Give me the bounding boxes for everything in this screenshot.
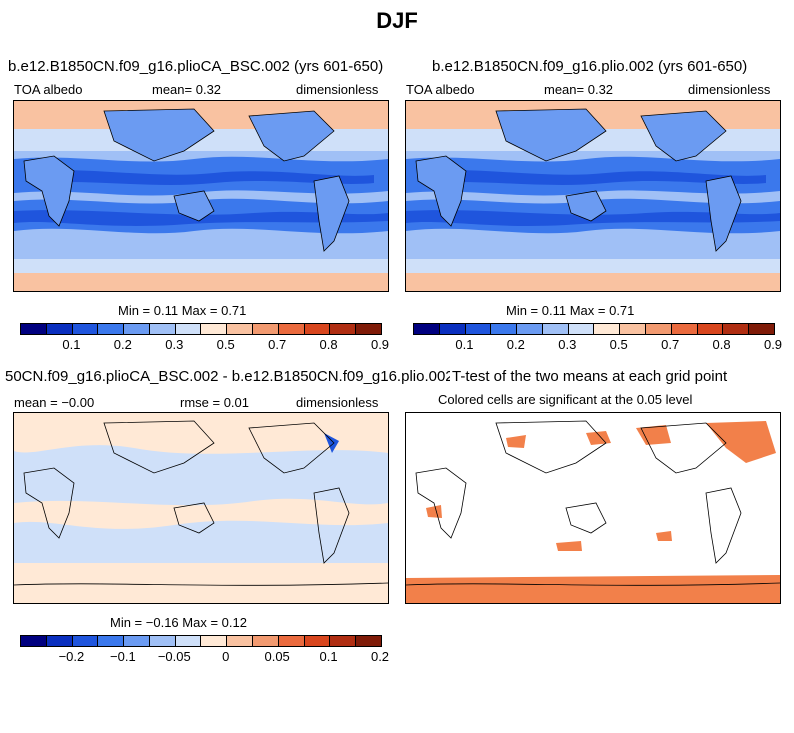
colorbar-tick-label: 0.1 bbox=[62, 337, 81, 352]
panel1-variable-label: TOA albedo bbox=[14, 82, 83, 97]
colorbar-tick-label: 0.7 bbox=[268, 337, 287, 352]
colorbar-tick-label: 0.3 bbox=[165, 337, 184, 352]
colorbar-swatch bbox=[491, 324, 518, 334]
panel2-title: b.e12.B1850CN.f09_g16.plio.002 (yrs 601-… bbox=[432, 58, 748, 75]
colorbar-tick-label: 0.3 bbox=[558, 337, 577, 352]
colorbar-swatch bbox=[439, 324, 466, 334]
colorbar-swatch bbox=[201, 324, 228, 334]
colorbar-swatch bbox=[304, 636, 331, 646]
colorbar-swatch bbox=[356, 324, 381, 334]
panel3-rmse-label: rmse = 0.01 bbox=[180, 395, 250, 410]
colorbar-tick-label: 0.2 bbox=[370, 649, 390, 664]
colorbar-swatch bbox=[465, 324, 492, 334]
panel2-map bbox=[405, 100, 781, 292]
colorbar-swatch bbox=[330, 636, 357, 646]
colorbar-swatch bbox=[278, 324, 305, 334]
colorbar-swatch bbox=[278, 636, 305, 646]
panel1-colorbar-ticks: 0.1 0.2 0.3 0.5 0.7 0.8 0.9 bbox=[20, 337, 389, 353]
colorbar-swatch bbox=[175, 324, 202, 334]
panel1-mean-label: mean= 0.32 bbox=[152, 82, 222, 97]
figure-title: DJF bbox=[376, 8, 418, 33]
colorbar-swatch bbox=[723, 324, 750, 334]
colorbar-tick-label: 0.1 bbox=[319, 649, 338, 664]
colorbar-swatch bbox=[149, 324, 176, 334]
colorbar-swatch bbox=[124, 324, 150, 334]
colorbar-tick-label: 0.8 bbox=[712, 337, 731, 352]
panel3-colorbar bbox=[20, 635, 382, 647]
colorbar-swatch bbox=[304, 324, 331, 334]
colorbar-tick-label: 0 bbox=[222, 649, 230, 664]
colorbar-swatch bbox=[749, 324, 774, 334]
colorbar-tick-label: −0.1 bbox=[110, 649, 136, 664]
colorbar-tick-label: 0.5 bbox=[609, 337, 628, 352]
panel4-subtitle: Colored cells are significant at the 0.0… bbox=[438, 392, 693, 407]
colorbar-swatch bbox=[697, 324, 724, 334]
colorbar-swatch bbox=[175, 636, 202, 646]
colorbar-swatch bbox=[671, 324, 698, 334]
colorbar-swatch bbox=[72, 324, 99, 334]
colorbar-swatch bbox=[414, 324, 440, 334]
colorbar-tick-label: 0.8 bbox=[319, 337, 338, 352]
colorbar-swatch bbox=[149, 636, 176, 646]
colorbar-swatch bbox=[201, 636, 228, 646]
panel2-variable-label: TOA albedo bbox=[406, 82, 475, 97]
colorbar-swatch bbox=[620, 324, 647, 334]
colorbar-swatch bbox=[253, 324, 279, 334]
panel3-colorbar-ticks: −0.2 −0.1 −0.05 0 0.05 0.1 0.2 bbox=[20, 649, 389, 665]
panel3-map bbox=[13, 412, 389, 604]
colorbar-swatch bbox=[98, 636, 125, 646]
colorbar-tick-label: −0.2 bbox=[58, 649, 85, 664]
colorbar-tick-label: 0.5 bbox=[216, 337, 235, 352]
colorbar-swatch bbox=[227, 636, 254, 646]
colorbar-swatch bbox=[594, 324, 621, 334]
colorbar-swatch bbox=[21, 324, 47, 334]
colorbar-swatch bbox=[646, 324, 672, 334]
panel1-title: b.e12.B1850CN.f09_g16.plioCA_BSC.002 (yr… bbox=[8, 58, 384, 75]
colorbar-swatch bbox=[330, 324, 357, 334]
panel3-mean-label: mean = −0.00 bbox=[14, 395, 95, 410]
panel1-map bbox=[13, 100, 389, 292]
colorbar-tick-label: 0.1 bbox=[455, 337, 474, 352]
colorbar-tick-label: 0.9 bbox=[370, 337, 390, 352]
colorbar-swatch bbox=[72, 636, 99, 646]
panel2-stats: Min = 0.11 Max = 0.71 bbox=[506, 303, 635, 318]
colorbar-swatch bbox=[46, 324, 73, 334]
colorbar-tick-label: 0.2 bbox=[113, 337, 132, 352]
colorbar-swatch bbox=[46, 636, 73, 646]
colorbar-swatch bbox=[517, 324, 543, 334]
colorbar-swatch bbox=[356, 636, 381, 646]
colorbar-swatch bbox=[253, 636, 279, 646]
colorbar-tick-label: −0.05 bbox=[157, 649, 191, 664]
colorbar-swatch bbox=[227, 324, 254, 334]
colorbar-tick-label: 0.2 bbox=[506, 337, 525, 352]
colorbar-tick-label: 0.05 bbox=[264, 649, 290, 664]
panel4-map bbox=[405, 412, 781, 604]
colorbar-swatch bbox=[568, 324, 595, 334]
colorbar-tick-label: 0.7 bbox=[661, 337, 680, 352]
colorbar-swatch bbox=[98, 324, 125, 334]
colorbar-tick-label: 0.9 bbox=[763, 337, 783, 352]
panel3-units-label: dimensionless bbox=[296, 395, 379, 410]
panel3-title: 50CN.f09_g16.plioCA_BSC.002 - b.e12.B185… bbox=[5, 368, 450, 385]
colorbar-swatch bbox=[21, 636, 47, 646]
panel2-colorbar-ticks: 0.1 0.2 0.3 0.5 0.7 0.8 0.9 bbox=[413, 337, 782, 353]
panel2-mean-label: mean= 0.32 bbox=[544, 82, 614, 97]
panel1-colorbar bbox=[20, 323, 382, 335]
panel2-units-label: dimensionless bbox=[688, 82, 771, 97]
colorbar-swatch bbox=[542, 324, 569, 334]
panel1-stats: Min = 0.11 Max = 0.71 bbox=[118, 303, 247, 318]
panel2-colorbar bbox=[413, 323, 775, 335]
colorbar-swatch bbox=[124, 636, 150, 646]
panel4-title: T-test of the two means at each grid poi… bbox=[452, 368, 728, 385]
panel1-units-label: dimensionless bbox=[296, 82, 379, 97]
panel3-stats: Min = −0.16 Max = 0.12 bbox=[110, 615, 247, 630]
